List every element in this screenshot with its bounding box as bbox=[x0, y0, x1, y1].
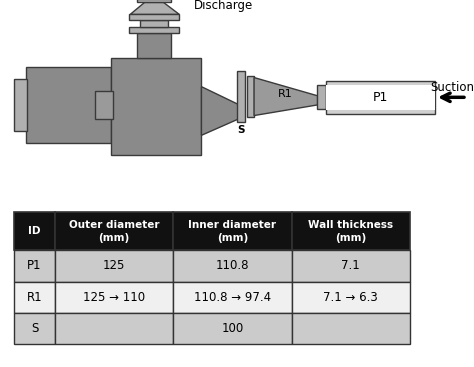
Text: Inner diameter
(mm): Inner diameter (mm) bbox=[189, 220, 276, 243]
Polygon shape bbox=[254, 77, 318, 116]
Bar bbox=[173, 250, 292, 281]
Bar bbox=[55, 281, 173, 313]
Bar bbox=[55, 250, 173, 281]
Bar bbox=[173, 281, 292, 313]
Text: Wall thickness
(mm): Wall thickness (mm) bbox=[308, 220, 393, 243]
Bar bbox=[137, 0, 171, 3]
Bar bbox=[326, 81, 435, 114]
Bar bbox=[111, 58, 201, 155]
Text: Discharge: Discharge bbox=[194, 0, 254, 12]
Text: S: S bbox=[237, 125, 245, 135]
Bar bbox=[14, 281, 55, 313]
Bar bbox=[14, 250, 55, 281]
Text: P1: P1 bbox=[373, 91, 388, 104]
Text: 125: 125 bbox=[103, 259, 125, 272]
Text: R1: R1 bbox=[27, 291, 42, 304]
Bar bbox=[14, 313, 55, 344]
Bar bbox=[14, 212, 55, 250]
Polygon shape bbox=[201, 87, 239, 135]
Text: Outer diameter
(mm): Outer diameter (mm) bbox=[69, 220, 159, 243]
Bar bbox=[292, 313, 410, 344]
Bar bbox=[137, 33, 171, 58]
Bar bbox=[173, 313, 292, 344]
Bar bbox=[326, 84, 435, 110]
Bar bbox=[173, 212, 292, 250]
Bar bbox=[26, 67, 111, 143]
Text: 7.1 → 6.3: 7.1 → 6.3 bbox=[323, 291, 378, 304]
Bar bbox=[95, 91, 113, 119]
Polygon shape bbox=[130, 3, 179, 14]
Text: 110.8 → 97.4: 110.8 → 97.4 bbox=[194, 291, 271, 304]
Bar bbox=[129, 28, 179, 33]
Text: 125 → 110: 125 → 110 bbox=[83, 291, 145, 304]
Text: Suction: Suction bbox=[431, 81, 474, 94]
Bar bbox=[292, 281, 410, 313]
Text: 100: 100 bbox=[221, 322, 244, 335]
Text: ID: ID bbox=[28, 226, 41, 236]
Bar bbox=[55, 313, 173, 344]
Text: 110.8: 110.8 bbox=[216, 259, 249, 272]
Bar bbox=[140, 20, 168, 28]
Bar bbox=[237, 72, 245, 121]
Bar bbox=[292, 212, 410, 250]
Bar bbox=[247, 76, 254, 117]
Bar bbox=[55, 212, 173, 250]
Bar bbox=[292, 250, 410, 281]
Text: 7.1: 7.1 bbox=[341, 259, 360, 272]
Text: S: S bbox=[31, 322, 38, 335]
Text: P1: P1 bbox=[27, 259, 42, 272]
Bar bbox=[129, 14, 179, 20]
Text: R1: R1 bbox=[278, 89, 293, 99]
Bar bbox=[317, 85, 326, 109]
Bar bbox=[14, 79, 27, 131]
